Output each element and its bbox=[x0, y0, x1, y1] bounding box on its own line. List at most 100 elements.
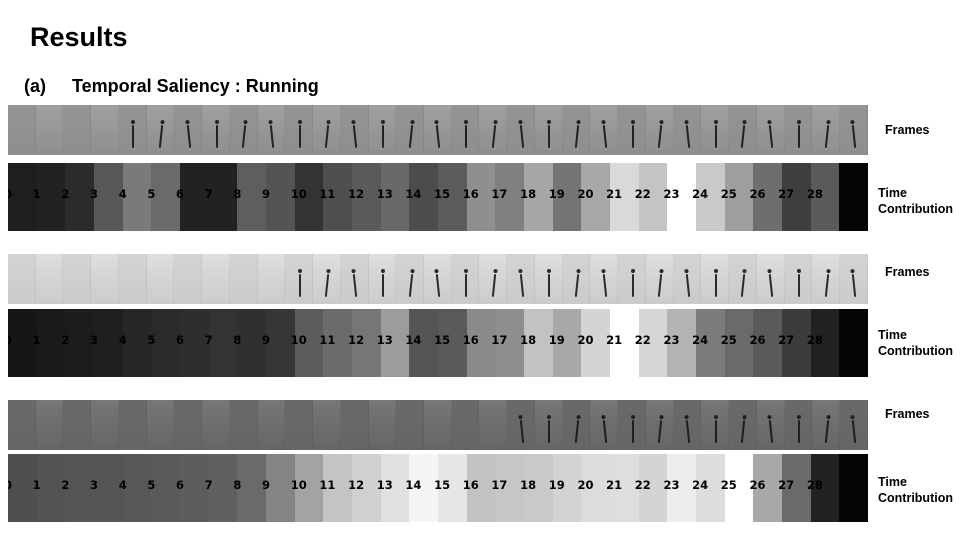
video-frame bbox=[618, 400, 646, 450]
frame-index-label: 28 bbox=[806, 187, 823, 201]
frame-index-label: 8 bbox=[233, 187, 242, 201]
runner-silhouette bbox=[269, 124, 275, 149]
time-cell: 4 bbox=[119, 454, 152, 522]
frame-index-label: 4 bbox=[118, 333, 127, 347]
frame-index-label: 8 bbox=[233, 478, 242, 492]
time-cell: 18 bbox=[520, 309, 553, 377]
video-frame bbox=[424, 254, 452, 304]
runner-silhouette bbox=[380, 269, 385, 297]
video-frame bbox=[91, 400, 119, 450]
time-cell: 8 bbox=[233, 163, 267, 231]
runner-silhouette bbox=[852, 124, 857, 149]
runner-silhouette bbox=[491, 124, 497, 149]
slide-title: Results bbox=[30, 22, 128, 52]
frame-index-label: 11 bbox=[319, 187, 336, 201]
time-cell: 15 bbox=[434, 163, 467, 231]
runner-silhouette bbox=[796, 120, 801, 148]
time-label-line2: Contribution bbox=[878, 344, 953, 358]
frame-index-label: 12 bbox=[348, 333, 365, 347]
frames-label: Frames bbox=[885, 407, 930, 421]
time-cell: 2 bbox=[61, 163, 95, 231]
video-frame bbox=[118, 400, 147, 450]
time-cell: 13 bbox=[377, 454, 410, 522]
frame-index-label: 1 bbox=[32, 478, 41, 492]
video-frame bbox=[229, 400, 258, 450]
frames-strip bbox=[8, 400, 868, 450]
video-frame bbox=[285, 254, 314, 304]
frame-index-label: 6 bbox=[176, 333, 185, 347]
time-cell: 0 bbox=[8, 454, 37, 522]
time-label-line1: Time bbox=[878, 186, 907, 200]
video-frame bbox=[8, 400, 36, 450]
runner-silhouette bbox=[796, 415, 801, 443]
frame-index-label: 25 bbox=[720, 478, 737, 492]
time-cell: 7 bbox=[205, 163, 238, 231]
frame-index-label: 21 bbox=[606, 187, 623, 201]
time-contribution-label: Time Contribution bbox=[878, 474, 953, 506]
video-frame bbox=[63, 400, 92, 450]
video-frame bbox=[840, 254, 868, 304]
frame-index-label: 14 bbox=[405, 478, 422, 492]
video-frame bbox=[118, 254, 147, 304]
runner-silhouette bbox=[658, 419, 663, 444]
video-frame bbox=[285, 400, 314, 450]
time-cell: 20 bbox=[577, 454, 611, 522]
frame-index-label: 10 bbox=[290, 187, 307, 201]
frame-index-label: 14 bbox=[405, 187, 422, 201]
runner-silhouette bbox=[602, 273, 607, 298]
runner-silhouette bbox=[630, 269, 635, 297]
video-frame bbox=[202, 400, 230, 450]
runner-silhouette bbox=[713, 120, 718, 148]
frame-index-label: 26 bbox=[749, 187, 766, 201]
frame-index-label: 0 bbox=[8, 478, 13, 492]
video-frame bbox=[174, 105, 203, 155]
video-frame bbox=[534, 105, 563, 155]
frame-index-label: 20 bbox=[577, 187, 594, 201]
video-frame bbox=[479, 254, 508, 304]
frame-index-label: 9 bbox=[262, 333, 271, 347]
video-frame bbox=[645, 400, 674, 450]
time-cell: 28 bbox=[807, 309, 840, 377]
video-frame bbox=[479, 400, 508, 450]
video-frame bbox=[645, 254, 674, 304]
video-frame bbox=[812, 400, 841, 450]
time-cell: 19 bbox=[549, 309, 582, 377]
runner-silhouette bbox=[713, 269, 718, 297]
video-frame bbox=[257, 400, 286, 450]
frame-index-label: 21 bbox=[606, 478, 623, 492]
video-frame bbox=[174, 254, 203, 304]
runner-silhouette bbox=[852, 273, 857, 298]
time-cell: 3 bbox=[90, 454, 123, 522]
time-cell: 22 bbox=[635, 163, 668, 231]
time-cell: 5 bbox=[147, 454, 181, 522]
runner-silhouette bbox=[491, 273, 497, 298]
frame-index-label: 24 bbox=[692, 478, 709, 492]
video-frame bbox=[756, 105, 785, 155]
frame-index-label: 0 bbox=[8, 333, 13, 347]
video-frame bbox=[812, 254, 841, 304]
time-cell: 10 bbox=[291, 163, 324, 231]
frame-index-label: 0 bbox=[8, 187, 13, 201]
frame-index-label: 23 bbox=[663, 187, 680, 201]
time-cell: 6 bbox=[176, 309, 209, 377]
time-cell: 25 bbox=[721, 454, 754, 522]
runner-silhouette bbox=[519, 273, 524, 298]
time-cell: 16 bbox=[463, 454, 496, 522]
frame-index-label: 2 bbox=[61, 333, 70, 347]
runner-silhouette bbox=[574, 419, 580, 444]
time-cell: 1 bbox=[33, 309, 66, 377]
time-cell: 16 bbox=[463, 309, 496, 377]
time-cell: 9 bbox=[262, 163, 295, 231]
time-contribution-strip: 0 1 2 3 4 5 6 7 8 9 10 11 12 13 14 15 16 17 18 19 20 21 22 23 24… bbox=[8, 309, 868, 377]
video-frame bbox=[146, 254, 175, 304]
runner-silhouette bbox=[464, 120, 469, 148]
runner-silhouette bbox=[741, 124, 746, 149]
frame-index-label: 5 bbox=[147, 333, 156, 347]
video-frame bbox=[562, 254, 591, 304]
time-cell: 6 bbox=[176, 454, 209, 522]
video-frame bbox=[534, 400, 563, 450]
runner-silhouette bbox=[824, 124, 829, 149]
time-cell: 4 bbox=[119, 309, 152, 377]
video-frame bbox=[202, 254, 230, 304]
time-label-line2: Contribution bbox=[878, 491, 953, 505]
